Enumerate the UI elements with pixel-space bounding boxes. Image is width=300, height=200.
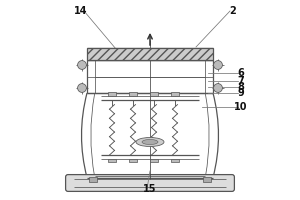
Text: 15: 15 bbox=[143, 184, 157, 194]
Text: 10: 10 bbox=[234, 102, 248, 112]
Bar bbox=[171, 92, 178, 96]
Circle shape bbox=[214, 84, 222, 92]
Ellipse shape bbox=[142, 140, 158, 144]
Bar bbox=[89, 177, 97, 182]
Text: 6: 6 bbox=[238, 68, 244, 78]
Text: 14: 14 bbox=[74, 6, 88, 16]
Bar bbox=[129, 92, 137, 96]
Text: 8: 8 bbox=[238, 82, 244, 92]
Bar bbox=[129, 159, 137, 162]
FancyBboxPatch shape bbox=[66, 175, 234, 191]
Bar bbox=[171, 159, 178, 162]
Circle shape bbox=[214, 61, 222, 69]
Bar bbox=[108, 92, 116, 96]
Ellipse shape bbox=[136, 138, 164, 146]
Text: 9: 9 bbox=[238, 88, 244, 98]
Circle shape bbox=[78, 84, 86, 92]
Bar bbox=[87, 48, 213, 60]
Bar bbox=[150, 159, 158, 162]
Bar bbox=[108, 159, 116, 162]
Text: 2: 2 bbox=[230, 6, 236, 16]
Circle shape bbox=[78, 61, 86, 69]
Bar bbox=[150, 92, 158, 96]
Text: 7: 7 bbox=[238, 76, 244, 86]
Bar bbox=[203, 177, 211, 182]
